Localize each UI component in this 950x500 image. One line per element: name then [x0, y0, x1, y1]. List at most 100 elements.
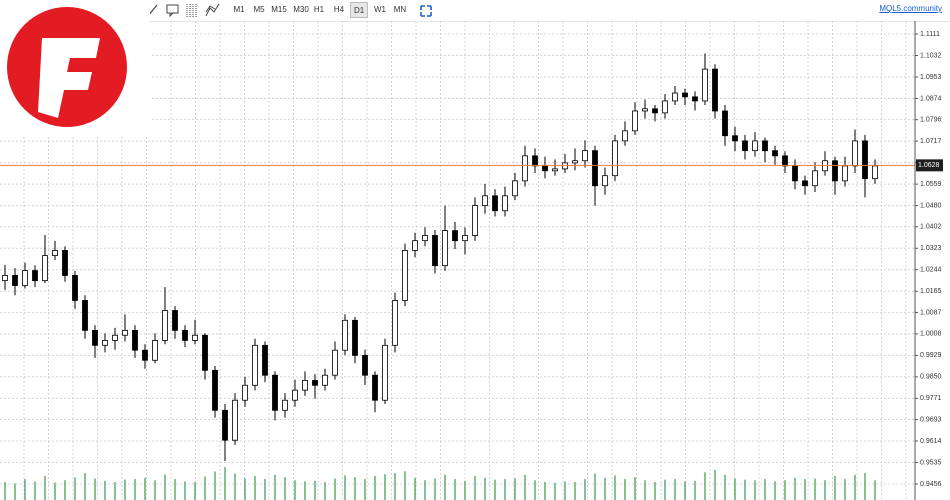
volume-bar — [574, 482, 576, 500]
candle-body — [422, 235, 428, 242]
candle-body — [622, 130, 628, 142]
volume-bar — [564, 481, 566, 500]
candle-body — [262, 344, 268, 376]
candle-body — [72, 275, 78, 301]
y-tick-label: 1.1111 — [920, 31, 940, 38]
y-tick-label: 0.9771 — [920, 395, 942, 402]
timeframe-button[interactable]: M15 — [271, 5, 287, 14]
candle-body — [612, 140, 618, 177]
volume-bar — [214, 471, 216, 500]
volume-bar — [534, 480, 536, 500]
volume-bar — [194, 482, 196, 500]
volume-bar — [274, 474, 276, 500]
candle-body — [342, 319, 348, 351]
candle-body — [212, 369, 218, 411]
volume-bar — [304, 481, 306, 500]
volume-bar — [244, 478, 246, 500]
grid-tool-icon[interactable] — [186, 4, 197, 17]
volume-bar — [94, 478, 96, 500]
volume-bar — [664, 479, 666, 500]
candle-body — [762, 140, 768, 152]
y-tick-label: 1.0480 — [920, 202, 942, 209]
candle-body — [732, 135, 738, 142]
candle-body — [522, 155, 528, 182]
candle-body — [302, 379, 308, 391]
y-tick-label: 1.0008 — [920, 331, 942, 338]
timeframe-button[interactable]: M5 — [253, 5, 265, 14]
candle-body — [812, 170, 818, 187]
candle-body — [712, 68, 718, 112]
candle-body — [92, 329, 98, 346]
volume-bar — [114, 482, 116, 500]
volume-bar — [154, 480, 156, 500]
y-tick-label: 1.0165 — [920, 288, 942, 295]
volume-bar — [744, 479, 746, 500]
volume-bar — [64, 480, 66, 500]
candle-body — [292, 389, 298, 401]
candle-body — [202, 334, 208, 371]
timeframe-button[interactable]: H1 — [313, 5, 325, 14]
candle-body — [742, 140, 748, 152]
volume-bar — [494, 479, 496, 500]
volume-bar — [834, 476, 836, 500]
toolbar: M1 M5 M15 M30 H1 H4 D1 W1 MN MQL5.commun… — [0, 0, 950, 22]
candle-body — [102, 340, 108, 346]
fullscreen-button[interactable] — [420, 5, 432, 17]
y-tick-label: 1.0559 — [920, 181, 942, 188]
y-tick-label: 0.9614 — [920, 438, 942, 445]
chart: 1.1111 1.1032 1.0953 1.0874 1.0796 1.0717 1.06… — [0, 21, 943, 500]
candle-body — [512, 180, 518, 197]
timeframe-button[interactable]: M30 — [293, 5, 309, 14]
community-link[interactable]: MQL5.community — [879, 4, 942, 13]
timeframe-button[interactable]: H4 — [333, 5, 345, 14]
tool-icons — [147, 3, 220, 18]
volume-bar — [694, 480, 696, 500]
volume-bar — [104, 480, 106, 500]
volume-bar — [424, 480, 426, 500]
volume-bar — [314, 480, 316, 500]
candle-body — [402, 250, 408, 301]
shapes-tool-icon[interactable] — [205, 3, 220, 17]
candle-body — [172, 310, 178, 331]
current-price-box — [916, 159, 943, 172]
volume-bar — [184, 481, 186, 500]
timeframe-button[interactable]: W1 — [374, 5, 386, 14]
candle-body — [62, 250, 68, 276]
volume-bar — [604, 477, 606, 500]
volume-bar — [654, 482, 656, 500]
volume-bar — [354, 477, 356, 500]
volume-bar — [334, 478, 336, 500]
timeframe-button[interactable]: D1 — [350, 2, 368, 18]
candle-body — [492, 195, 498, 212]
volume-bar — [584, 479, 586, 500]
timeframe-button[interactable]: MN — [393, 5, 407, 14]
volume-bar — [714, 470, 716, 500]
candle-body — [282, 399, 288, 411]
y-tick-label: 0.9929 — [920, 352, 942, 359]
timeframe-button[interactable]: M1 — [233, 5, 245, 14]
candle-body — [792, 165, 798, 182]
volume-bar — [504, 479, 506, 500]
candle-body — [832, 160, 838, 182]
candle-body — [162, 310, 168, 341]
candle-body — [462, 235, 468, 242]
volume-bar — [784, 480, 786, 500]
volume-bar — [344, 475, 346, 500]
candle-body — [542, 165, 548, 172]
text-tool-icon[interactable] — [166, 4, 179, 14]
candle-body — [122, 329, 128, 336]
volume-bar — [74, 477, 76, 500]
candle-body — [602, 175, 608, 187]
volume-bar — [324, 482, 326, 500]
candle-body — [412, 240, 418, 251]
candle-body — [552, 168, 558, 172]
y-tick-label: 1.0402 — [920, 224, 942, 231]
candle-body — [242, 384, 248, 401]
candle-body — [692, 96, 698, 102]
volume-bar — [524, 474, 526, 500]
volume-bar — [594, 473, 596, 500]
candle-body — [752, 140, 758, 152]
volume-bar — [634, 477, 636, 500]
volume-bar — [824, 480, 826, 500]
